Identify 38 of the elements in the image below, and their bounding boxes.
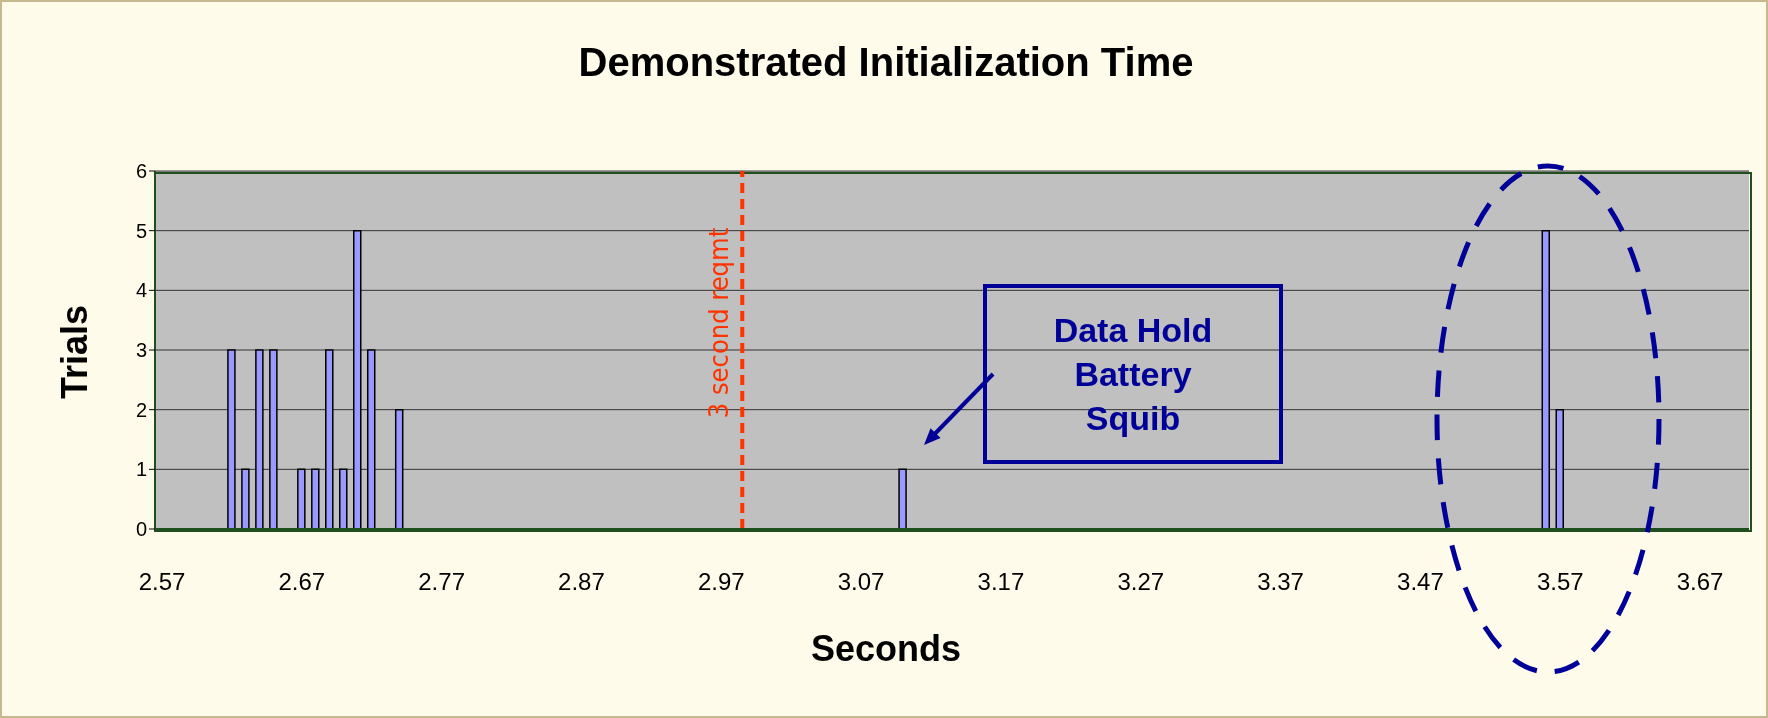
x-tick-label: 2.77: [418, 568, 465, 596]
x-tick-label: 3.17: [977, 568, 1025, 596]
y-tick-label: 6: [135, 160, 147, 183]
y-tick-label: 5: [135, 219, 147, 242]
ref-line-label: 3 second reqmt: [702, 227, 734, 419]
bar: [227, 349, 236, 529]
bar: [366, 349, 376, 529]
x-axis-title: Seconds: [809, 628, 962, 670]
x-tick-label: 3.07: [837, 568, 885, 596]
x-tick-label: 2.67: [278, 568, 326, 596]
bar: [325, 349, 334, 529]
bar: [297, 468, 306, 529]
bar: [1555, 408, 1564, 529]
x-tick-label: 3.37: [1257, 568, 1304, 596]
chart-title: Demonstrated Initialization Time: [577, 40, 1195, 85]
bar: [353, 229, 362, 529]
x-tick-label: 2.87: [558, 568, 605, 596]
x-tick-label: 3.57: [1536, 568, 1584, 596]
y-tick-label: 1: [135, 458, 147, 481]
bar: [255, 349, 264, 529]
bar: [339, 468, 348, 529]
bar: [898, 468, 907, 529]
y-tick-label: 4: [135, 279, 147, 302]
y-axis-title: Trials: [54, 304, 96, 400]
bar: [269, 349, 278, 529]
bar: [241, 468, 250, 529]
y-tick-label: 0: [135, 518, 147, 541]
x-tick-label: 2.57: [138, 568, 186, 596]
x-tick-label: 3.27: [1117, 568, 1165, 596]
y-tick-label: 2: [135, 398, 147, 421]
bar: [311, 468, 320, 529]
annotation: Data Hold Battery Squib: [983, 284, 1283, 464]
bar: [1541, 229, 1551, 529]
bar: [394, 408, 404, 529]
y-tick-label: 3: [135, 339, 147, 362]
x-tick-label: 3.67: [1676, 568, 1724, 596]
x-tick-label: 2.97: [697, 568, 745, 596]
x-tick-label: 3.47: [1397, 568, 1444, 596]
